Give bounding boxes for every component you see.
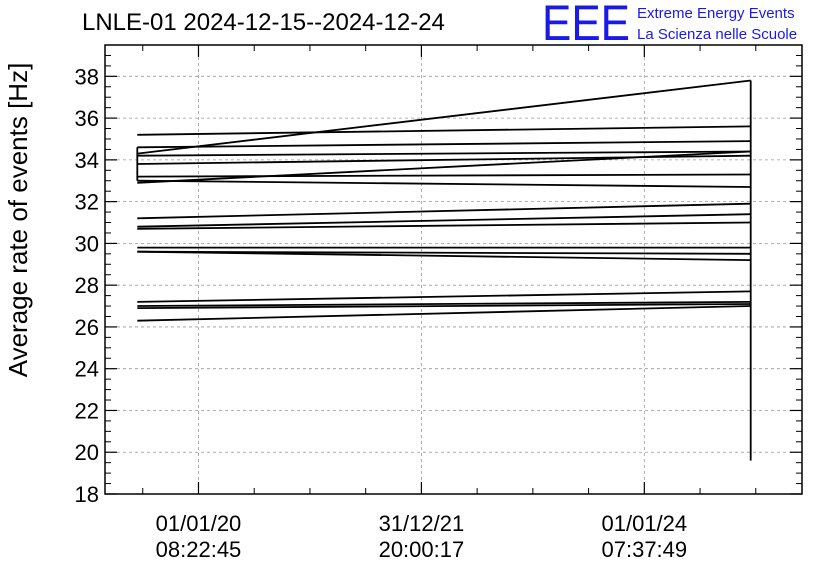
series-line-18: [137, 305, 751, 322]
series-layer: [136, 79, 752, 461]
plot-frame: [104, 44, 803, 495]
y-tick-label: 30: [75, 231, 99, 256]
y-tick-label: 24: [75, 357, 99, 382]
y-tick-label: 32: [75, 190, 99, 215]
series-line-2: [137, 140, 751, 149]
logo-line-2: La Scienza nelle Scuole: [637, 26, 797, 43]
logo-mark: EEE: [542, 0, 630, 51]
series-line-1: [137, 125, 751, 136]
eee-logo: EEE Extreme Energy Events La Scienza nel…: [542, 0, 797, 51]
x-tick-date: 01/01/24: [602, 511, 688, 536]
logo-line-1: Extreme Energy Events: [637, 5, 795, 22]
y-tick-label: 20: [75, 440, 99, 465]
x-tick-time: 08:22:45: [156, 537, 242, 562]
y-tick-label: 34: [75, 148, 99, 173]
y-tick-label: 36: [75, 106, 99, 131]
y-tick-label: 18: [75, 482, 99, 507]
series-line-9: [137, 202, 751, 220]
y-tick-label: 28: [75, 273, 99, 298]
grid-layer: [105, 45, 802, 495]
x-tick-time: 07:37:49: [602, 537, 688, 562]
series-line-11: [137, 221, 751, 230]
chart-title: LNLE-01 2024-12-15--2024-12-24: [82, 9, 445, 36]
series-line-14: [137, 250, 751, 261]
x-tick-time: 20:00:17: [379, 537, 465, 562]
y-tick-label: 26: [75, 315, 99, 340]
series-line-16: [137, 301, 751, 307]
x-tick-date: 01/01/20: [156, 511, 242, 536]
y-tick-labels: 18 20 22 24 26 28 30 32 34 36 38: [75, 64, 99, 507]
series-line-13: [137, 250, 751, 255]
series-line-17: [137, 303, 751, 309]
x-tick-date: 31/12/21: [379, 511, 465, 536]
y-axis-label: Average rate of events [Hz]: [3, 63, 33, 378]
series-line-4: [137, 150, 751, 157]
y-tick-label: 22: [75, 398, 99, 423]
series-line-10: [137, 213, 751, 228]
series-line-6: [137, 173, 751, 178]
series-line-3: [137, 79, 751, 155]
series-line-15: [137, 290, 751, 303]
series-line-7: [137, 150, 751, 184]
y-tick-label: 38: [75, 64, 99, 89]
series-line-8: [137, 179, 751, 188]
axis-layer: [104, 44, 803, 495]
